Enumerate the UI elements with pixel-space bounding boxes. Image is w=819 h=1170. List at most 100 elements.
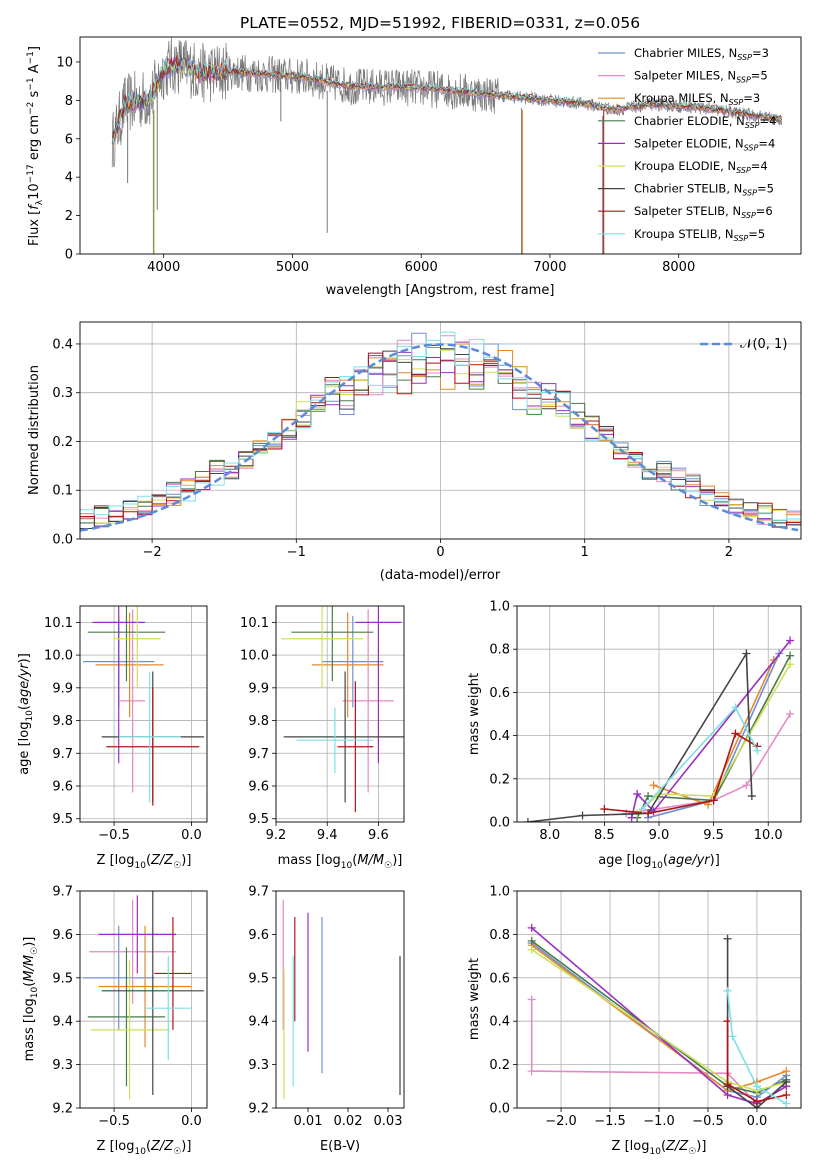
y-tick-label: 0.8 xyxy=(489,928,510,943)
x-tick-label: −1.0 xyxy=(643,1114,675,1129)
y-tick-label: 9.6 xyxy=(52,928,73,943)
legend-entry: Kroupa ELODIE, NSSP=4 xyxy=(634,159,768,175)
x-tick-label: 0.02 xyxy=(334,1114,363,1129)
x-tick-label: 0.0 xyxy=(747,1114,768,1129)
weight-marker xyxy=(731,729,740,738)
plot-area xyxy=(282,899,401,1100)
x-axis-label: mass [log10(M/M☉)] xyxy=(278,853,403,871)
x-tick-label: 7000 xyxy=(533,260,566,275)
y-tick-label: 0.0 xyxy=(52,533,73,548)
x-axis-label: E(B-V) xyxy=(320,1139,360,1154)
weight-marker xyxy=(782,1090,791,1099)
weight-marker xyxy=(723,1090,732,1099)
y-tick-label: 9.5 xyxy=(52,971,73,986)
legend-entry: Chabrier MILES, NSSP=3 xyxy=(634,46,769,62)
residual-histogram xyxy=(80,344,801,529)
weight-line xyxy=(726,990,787,1105)
y-axis-label: mass weight xyxy=(467,673,482,755)
x-axis-label: Z [log10(Z/Z☉)] xyxy=(97,1139,192,1157)
y-tick-label: 0.2 xyxy=(489,772,510,787)
y-tick-label: 0.6 xyxy=(489,971,510,986)
weight-marker xyxy=(709,796,718,805)
y-axis-label: mass [log10(M/M☉)] xyxy=(22,937,40,1062)
weight-marker xyxy=(786,651,795,660)
y-tick-label: 0 xyxy=(65,248,73,263)
axes-frame xyxy=(275,890,405,1109)
weight-marker xyxy=(600,805,609,814)
y-tick-label: 9.5 xyxy=(248,971,269,986)
y-axis-label: Flux [fλ10−17 erg cm−2 s−1 A−1] xyxy=(26,46,45,246)
legend-entry: Chabrier ELODIE, NSSP=4 xyxy=(634,114,776,130)
axes-frame xyxy=(79,605,208,823)
axes-age_vs_mass: 9.2 9.4 9.6 9.5 9.6 9.7 9.8 9.9 10.0 10.1 mass [lo… xyxy=(240,605,405,871)
residual-histogram xyxy=(80,331,801,521)
x-tick-label: 9.4 xyxy=(317,828,338,843)
axes-age_vs_Z: −0.5 0.0 9.5 9.6 9.7 9.8 9.9 10.0 10.1 Z [log10(Z… xyxy=(17,605,208,871)
y-tick-label: 9.4 xyxy=(248,1015,269,1030)
figure-title: PLATE=0552, MJD=51992, FIBERID=0331, z=0… xyxy=(240,14,640,32)
y-tick-label: 1.0 xyxy=(489,885,510,900)
axes-spectrum: 4000 5000 6000 7000 8000 0 2 4 6 8 10 wavelength [A… xyxy=(26,36,802,298)
plot-area xyxy=(111,37,783,254)
y-tick-label: 10.0 xyxy=(44,649,73,664)
x-tick-label: −0.5 xyxy=(692,1114,724,1129)
axes-weight_vs_age: 8.0 8.5 9.0 9.5 10.0 0.0 0.2 0.4 0.6 0.8 1.0 age [l… xyxy=(467,600,802,871)
axes-frame xyxy=(275,605,405,823)
weight-marker xyxy=(742,781,751,790)
axes-frame xyxy=(79,890,208,1109)
weight-marker xyxy=(527,945,536,954)
x-tick-label: 9.2 xyxy=(266,828,287,843)
y-tick-label: 9.7 xyxy=(248,747,269,762)
x-tick-label: 8000 xyxy=(662,260,695,275)
x-tick-label: 0.01 xyxy=(294,1114,323,1129)
x-tick-label: 6000 xyxy=(405,260,438,275)
y-tick-label: 0.2 xyxy=(52,435,73,450)
y-tick-label: 9.7 xyxy=(248,885,269,900)
y-tick-label: 9.7 xyxy=(52,885,73,900)
model-line xyxy=(111,55,783,144)
weight-marker xyxy=(644,809,653,818)
weight-marker xyxy=(747,792,756,801)
residual-histogram xyxy=(80,343,801,524)
axes-mass_vs_Z: −0.5 0.0 9.2 9.3 9.4 9.5 9.6 9.7 Z [log10(Z/Z☉)]… xyxy=(22,885,208,1157)
y-tick-label: 4 xyxy=(65,171,73,186)
legend-entry: 𝒩(0, 1) xyxy=(740,337,787,352)
plot-area xyxy=(281,606,404,813)
y-tick-label: 0.4 xyxy=(489,1015,510,1030)
x-axis-label: age [log10(age/yr)] xyxy=(598,853,720,871)
residual-histogram xyxy=(80,352,801,528)
weight-marker xyxy=(786,660,795,669)
weight-marker xyxy=(638,805,647,814)
x-tick-label: −1 xyxy=(287,545,306,560)
weight-marker xyxy=(782,1077,791,1086)
axes-weight_vs_Z: −2.0 −1.5 −1.0 −0.5 0.0 0.0 0.2 0.4 0.6 0.8 1.0 Z [… xyxy=(467,885,802,1157)
y-tick-label: 10.0 xyxy=(240,649,269,664)
weight-marker xyxy=(753,746,762,755)
x-tick-label: 9.6 xyxy=(368,828,389,843)
legend-entry: Chabrier STELIB, NSSP=5 xyxy=(634,182,774,198)
legend-entry: Kroupa STELIB, NSSP=5 xyxy=(634,227,765,243)
y-tick-label: 9.2 xyxy=(52,1102,73,1117)
y-tick-label: 9.4 xyxy=(52,1015,73,1030)
y-tick-label: 9.9 xyxy=(52,681,73,696)
weight-marker xyxy=(731,703,740,712)
x-axis-label: (data-model)/error xyxy=(380,568,501,583)
weight-marker xyxy=(633,789,642,798)
weight-marker xyxy=(723,986,732,995)
y-axis-label: Normed distribution xyxy=(27,365,42,495)
y-tick-label: 6 xyxy=(65,132,73,147)
y-tick-label: 0.0 xyxy=(489,1102,510,1117)
y-tick-label: 1.0 xyxy=(489,600,510,615)
weight-marker xyxy=(782,1067,791,1076)
normal-curve xyxy=(80,343,799,532)
axes-frame xyxy=(516,605,802,823)
weight-marker xyxy=(786,636,795,645)
legend: Chabrier MILES, NSSP=3 Salpeter MILES, NS… xyxy=(598,46,776,243)
y-tick-label: 9.9 xyxy=(248,681,269,696)
y-tick-label: 10.1 xyxy=(240,616,269,631)
x-tick-label: 8.0 xyxy=(539,828,560,843)
x-tick-label: 0.03 xyxy=(374,1114,403,1129)
x-tick-label: 9.5 xyxy=(703,828,724,843)
y-tick-label: 9.6 xyxy=(52,780,73,795)
